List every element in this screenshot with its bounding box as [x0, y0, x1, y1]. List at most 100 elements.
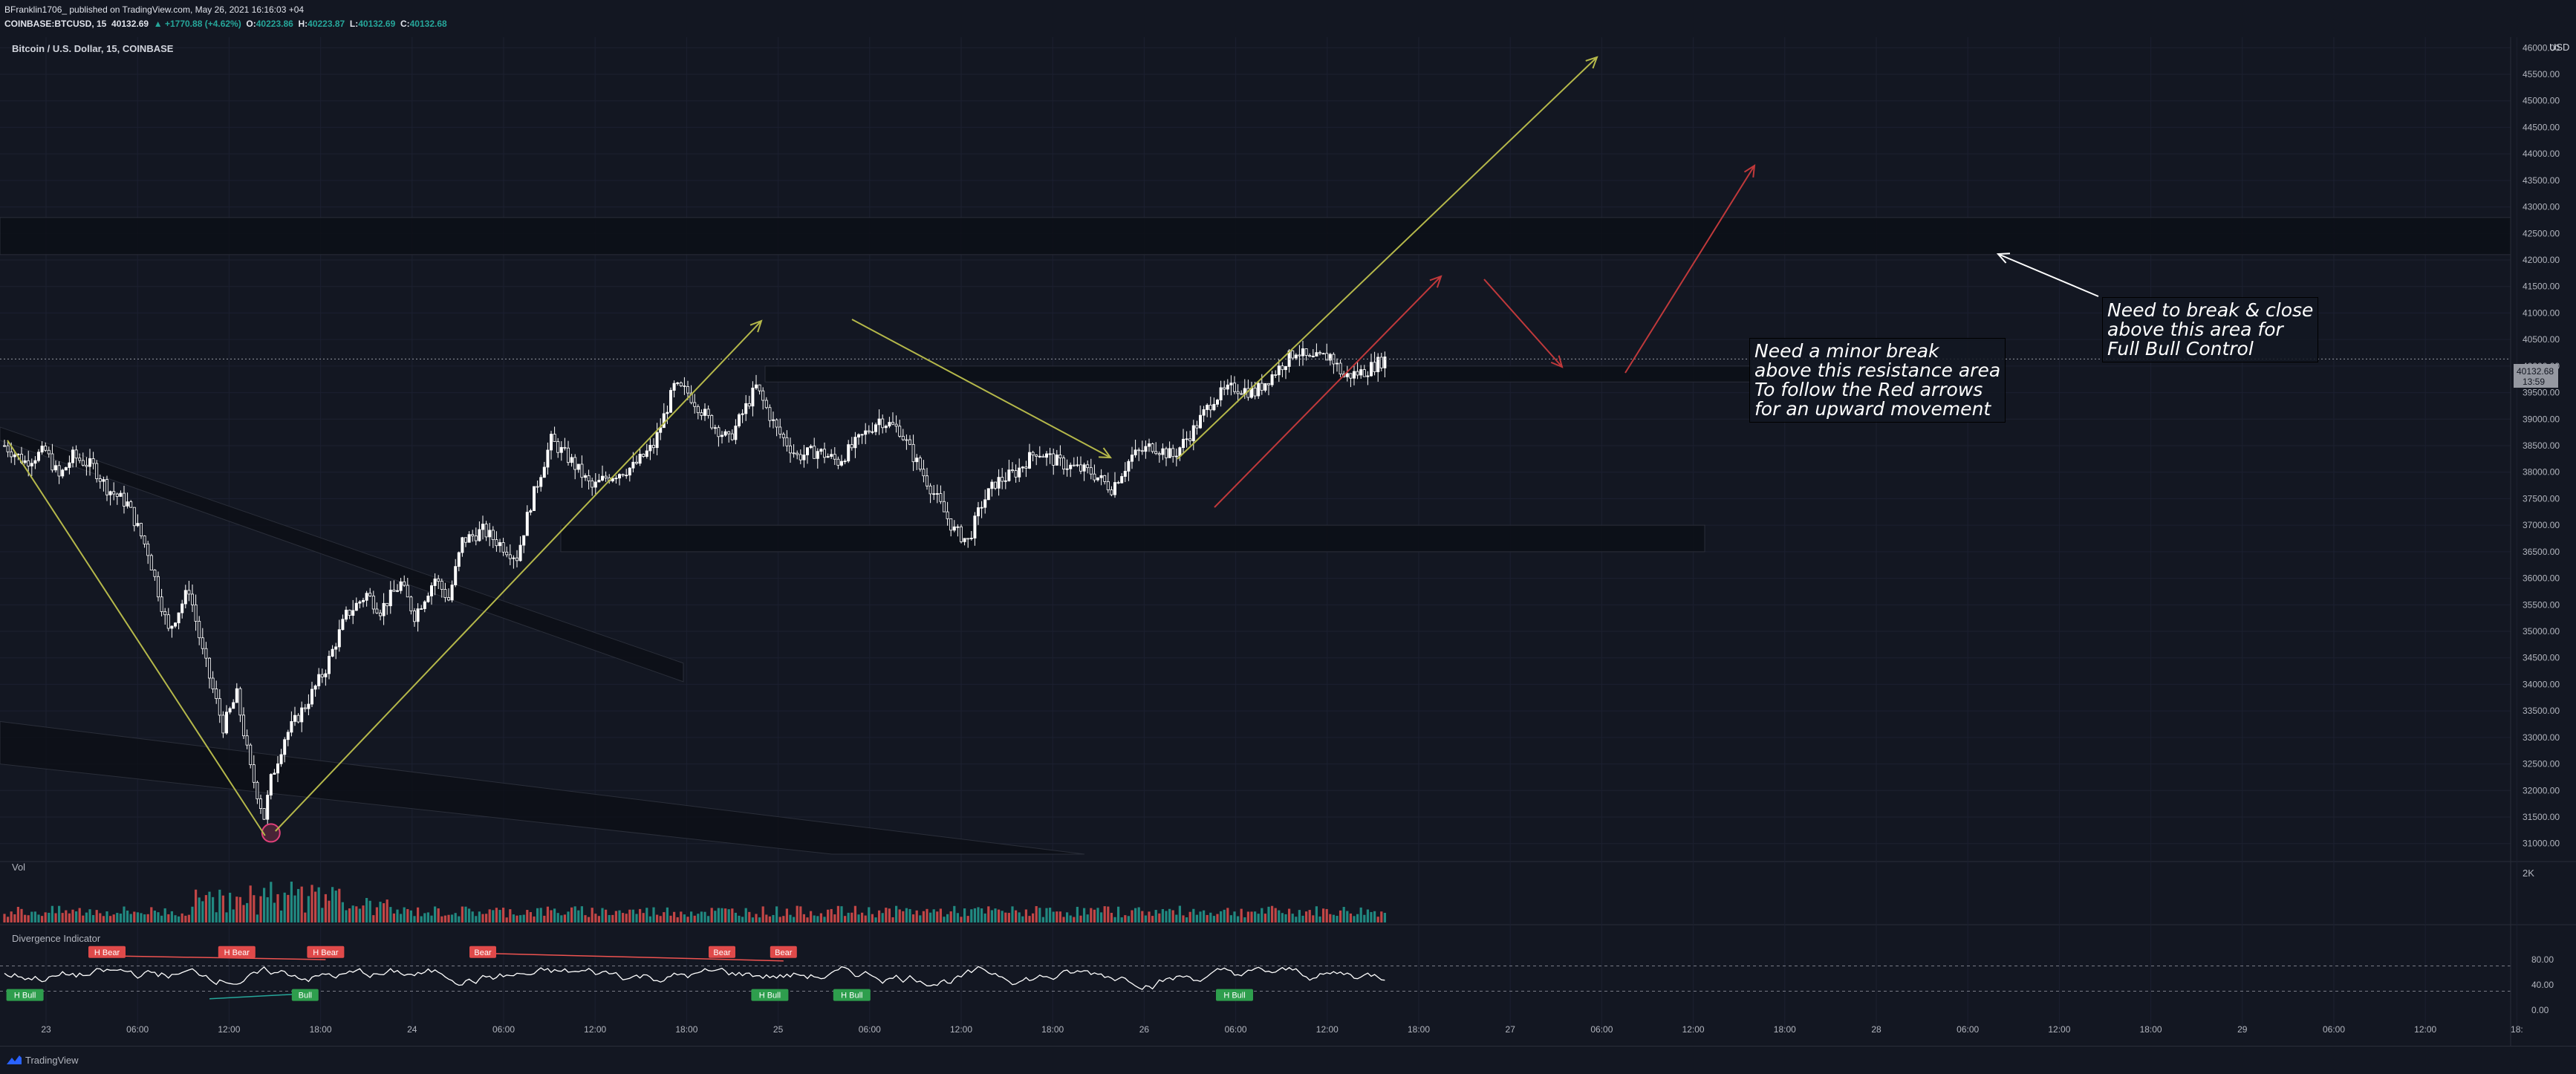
volume-bar	[75, 911, 78, 922]
volume-bar	[710, 908, 713, 922]
volume-bar	[631, 909, 634, 922]
candle-body	[1099, 475, 1103, 478]
volume-bar	[939, 908, 942, 922]
volume-bar	[208, 891, 211, 922]
volume-bar	[983, 913, 986, 922]
price-tick-label: 39000.00	[2523, 414, 2560, 424]
volume-bar	[238, 896, 241, 922]
volume-bar	[799, 906, 802, 922]
candle-body	[30, 463, 33, 466]
candle-body	[403, 581, 406, 586]
volume-bar	[645, 908, 648, 922]
volume-bar	[580, 906, 583, 922]
volume-bar	[37, 914, 40, 922]
candle-body	[382, 602, 386, 616]
candle-body	[666, 411, 669, 414]
candle-body	[139, 523, 143, 536]
volume-bar	[307, 896, 310, 922]
red-channel-arrow-head	[1429, 275, 1443, 288]
candle-body	[1353, 371, 1356, 379]
volume-bar	[1041, 917, 1044, 922]
pane-title: Bitcoin / U.S. Dollar, 15, COINBASE	[12, 43, 174, 54]
bull-control-annotation[interactable]: Need to break & close above this area fo…	[2102, 297, 2319, 362]
volume-bar	[85, 912, 88, 922]
volume-bar	[58, 905, 61, 922]
candle-body	[1315, 352, 1318, 357]
volume-bar	[437, 908, 440, 922]
candle-body	[700, 412, 703, 416]
resistance-annotation[interactable]: Need a minor break above this resistance…	[1749, 338, 2006, 423]
volume-bar	[423, 913, 426, 922]
candle-body	[224, 712, 228, 734]
price-axis[interactable]: 46000.00 45500.00 45000.00 44500.00 44000.00…	[2510, 37, 2560, 1046]
time-axis[interactable]: 23 06:00 12:00 18:00 24 06:00 12:00 18:00 25 06:0…	[41, 1024, 2523, 1035]
candle-body	[949, 518, 953, 531]
candle-body	[88, 458, 92, 467]
candle-body	[1133, 449, 1137, 456]
candle-body	[1058, 455, 1062, 459]
candle-body	[273, 772, 276, 775]
candle-body	[232, 702, 235, 709]
low-value: 40132.69	[358, 19, 396, 29]
candle-body	[1038, 455, 1041, 458]
candle-body	[105, 479, 108, 495]
candle-body	[44, 446, 48, 451]
price-tick-label: 32500.00	[2523, 759, 2560, 769]
candle-body	[1383, 357, 1387, 368]
candle-body	[1274, 374, 1278, 376]
volume-bar	[519, 915, 522, 922]
volume-bar	[1134, 908, 1137, 922]
volume-bar	[823, 917, 826, 922]
brand-label[interactable]: TradingView	[25, 1055, 79, 1066]
osc-tick-label: 0.00	[2531, 1005, 2549, 1015]
candle-body	[310, 689, 313, 705]
yellow-pullback-arrow-head	[1098, 447, 1113, 459]
candle-body	[696, 406, 700, 414]
candle-body	[946, 511, 949, 519]
candle-body	[307, 703, 310, 709]
price-tick-label: 31500.00	[2523, 812, 2560, 822]
candle-body	[850, 444, 853, 449]
volume-bar	[1073, 917, 1076, 922]
candle-body	[816, 451, 819, 459]
price-tick-label: 35000.00	[2523, 626, 2560, 637]
volume-bar	[543, 915, 546, 922]
price-tick-label: 40500.00	[2523, 334, 2560, 345]
candle-body	[122, 492, 126, 507]
volume-bar	[495, 908, 498, 922]
volume-bar	[611, 914, 614, 922]
price-tick-label: 32000.00	[2523, 785, 2560, 795]
candle-body	[160, 596, 163, 612]
volume-bar	[850, 912, 853, 922]
close-label: C:	[400, 19, 410, 29]
time-tick-label: 06:00	[1590, 1024, 1613, 1035]
volume-bar	[400, 914, 403, 922]
candle-body	[484, 524, 488, 538]
candle-body	[108, 491, 112, 495]
volume-bar	[1267, 906, 1270, 922]
candle-body	[495, 539, 498, 547]
volume-bar	[885, 908, 888, 922]
volume-bar	[293, 895, 296, 922]
volume-bar	[946, 914, 949, 922]
volume-bar	[160, 915, 163, 922]
divergence-label-bg	[307, 946, 345, 958]
candle-body	[488, 530, 492, 538]
candle-body	[1021, 466, 1024, 469]
candle-body	[354, 602, 358, 611]
candle-body	[177, 612, 180, 624]
price-tick-label: 45000.00	[2523, 96, 2560, 106]
candle-body	[183, 590, 187, 605]
candle-body	[1062, 458, 1066, 470]
candle-body	[884, 426, 888, 429]
volume-bar	[539, 908, 542, 922]
volume-bar	[242, 905, 245, 922]
chart-canvas[interactable]: 80.00 40.00 0.00 H Bull H Bear H Bear Bull H Be…	[0, 37, 2576, 1046]
bull-divergence-line	[209, 993, 305, 1000]
volume-bar	[584, 915, 587, 922]
bear-divergence-line	[106, 955, 326, 960]
volume-bar	[348, 908, 351, 922]
candle-body	[163, 611, 167, 616]
symbol-label[interactable]: COINBASE:BTCUSD, 15	[4, 19, 107, 29]
volume-bar	[71, 909, 74, 922]
